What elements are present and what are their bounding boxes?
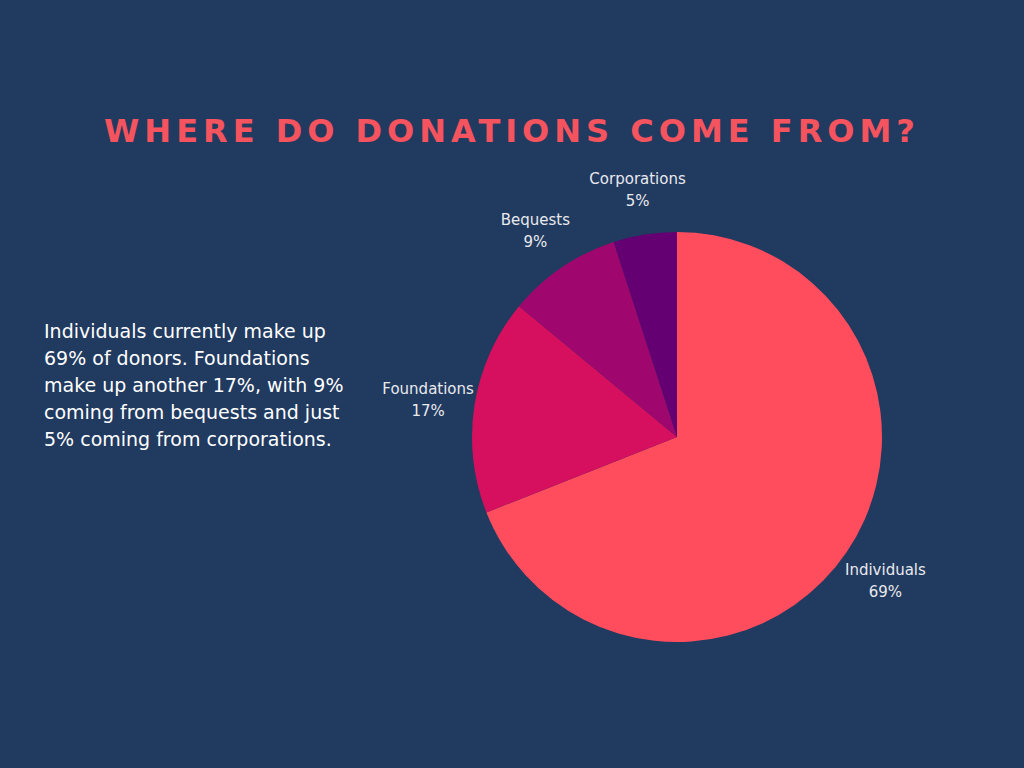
slice-value: 69%: [869, 583, 902, 601]
slice: [614, 232, 677, 437]
slice-label: Bequests: [501, 211, 570, 229]
slice-value: 5%: [626, 192, 650, 210]
labels: Individuals 69% Foundations 17% Bequests 9% Co…: [382, 170, 926, 601]
slice-label: Corporations: [589, 170, 686, 188]
slice-value: 9%: [523, 233, 547, 251]
slice-label: Foundations: [382, 380, 474, 398]
slice-value: 17%: [411, 402, 444, 420]
page: {"chart_data": {"type": "pie", "title": …: [0, 0, 1024, 768]
chart: Individuals 69% Foundations 17% Bequests 9% Co…: [0, 0, 1024, 768]
annotation: Individuals currently make up 69% of don…: [44, 318, 344, 453]
slices: [472, 232, 882, 642]
title: WHERE DO DONATIONS COME FROM?: [0, 112, 1024, 150]
slice-label: Individuals: [845, 561, 926, 579]
